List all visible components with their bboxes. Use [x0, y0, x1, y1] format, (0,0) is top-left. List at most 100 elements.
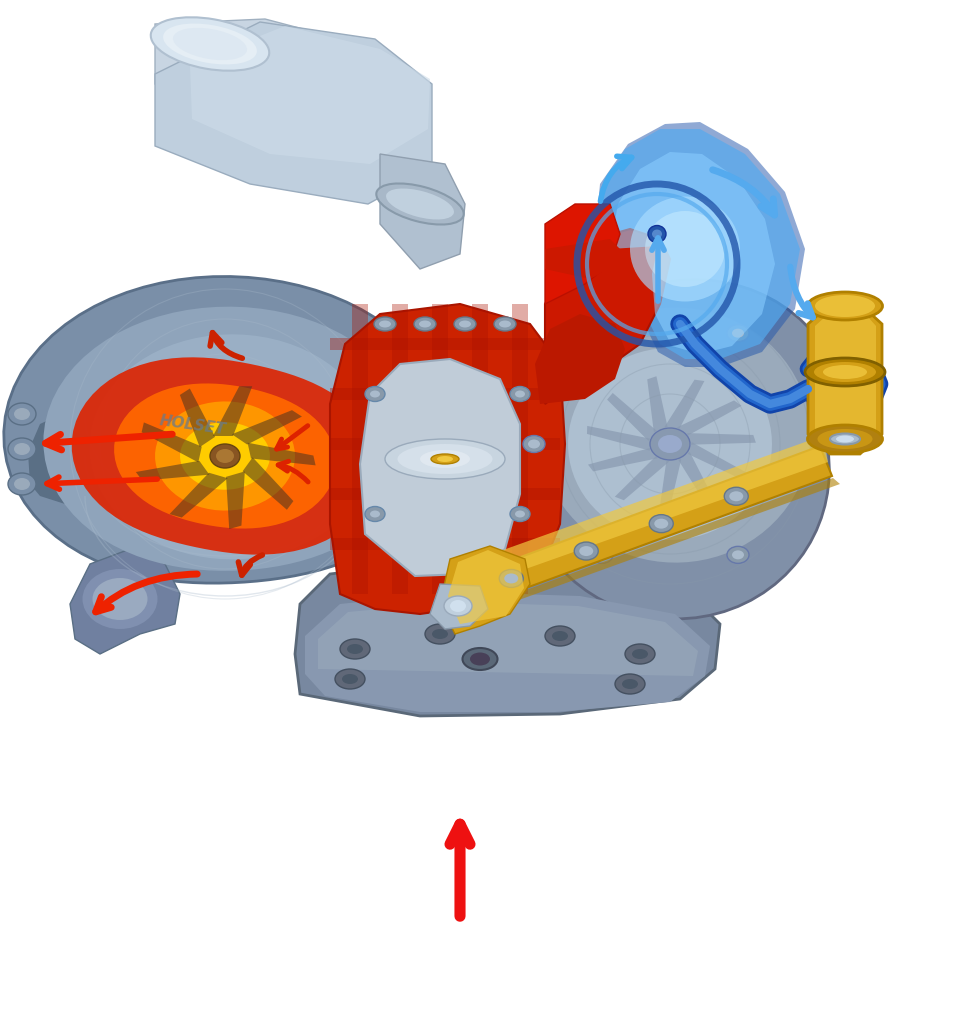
Ellipse shape [419, 321, 431, 328]
Polygon shape [380, 154, 465, 269]
Ellipse shape [8, 403, 36, 425]
Ellipse shape [459, 321, 471, 328]
Polygon shape [4, 276, 447, 583]
Polygon shape [512, 304, 528, 594]
Ellipse shape [515, 511, 525, 517]
Ellipse shape [815, 295, 875, 317]
Ellipse shape [83, 569, 157, 629]
Ellipse shape [470, 652, 490, 666]
Ellipse shape [420, 450, 470, 468]
Ellipse shape [648, 225, 666, 243]
Ellipse shape [515, 390, 525, 397]
Ellipse shape [335, 669, 365, 689]
Polygon shape [455, 478, 840, 622]
Polygon shape [18, 384, 130, 506]
Polygon shape [815, 308, 876, 450]
Ellipse shape [454, 317, 476, 331]
Ellipse shape [379, 321, 391, 328]
Polygon shape [318, 602, 698, 676]
Ellipse shape [632, 649, 648, 659]
Polygon shape [330, 304, 565, 614]
Ellipse shape [386, 188, 454, 219]
Polygon shape [392, 304, 408, 594]
Ellipse shape [494, 317, 516, 331]
Polygon shape [430, 584, 488, 629]
Polygon shape [519, 280, 847, 618]
Polygon shape [808, 304, 882, 454]
Ellipse shape [652, 229, 662, 239]
Polygon shape [330, 438, 560, 450]
Polygon shape [190, 26, 430, 164]
Polygon shape [595, 122, 805, 367]
Polygon shape [248, 442, 316, 465]
Polygon shape [472, 304, 488, 594]
Polygon shape [595, 129, 800, 359]
Polygon shape [535, 314, 625, 404]
Polygon shape [545, 204, 620, 304]
Polygon shape [677, 400, 741, 435]
Text: HOLSET: HOLSET [158, 413, 227, 437]
Ellipse shape [807, 425, 882, 453]
Ellipse shape [504, 573, 518, 584]
Ellipse shape [805, 358, 885, 386]
Ellipse shape [163, 24, 257, 65]
Ellipse shape [432, 629, 448, 639]
Ellipse shape [376, 183, 464, 224]
Polygon shape [70, 549, 180, 654]
Polygon shape [687, 433, 756, 444]
Ellipse shape [727, 325, 749, 342]
Ellipse shape [437, 456, 453, 462]
Ellipse shape [807, 292, 882, 319]
Ellipse shape [545, 626, 575, 646]
Ellipse shape [216, 449, 234, 463]
Polygon shape [170, 473, 228, 517]
Ellipse shape [596, 329, 608, 338]
Polygon shape [450, 436, 828, 594]
Ellipse shape [92, 578, 148, 620]
Polygon shape [89, 334, 375, 559]
Polygon shape [614, 457, 669, 501]
Polygon shape [448, 446, 832, 614]
Ellipse shape [724, 487, 748, 505]
Polygon shape [647, 376, 667, 432]
Ellipse shape [823, 365, 867, 379]
Polygon shape [180, 388, 215, 447]
Ellipse shape [579, 546, 593, 556]
Ellipse shape [732, 550, 744, 559]
Polygon shape [114, 383, 336, 528]
Ellipse shape [173, 28, 247, 60]
Polygon shape [545, 229, 670, 404]
Ellipse shape [552, 631, 568, 641]
Ellipse shape [414, 317, 436, 331]
Ellipse shape [649, 515, 673, 532]
Polygon shape [43, 306, 415, 570]
Polygon shape [360, 359, 520, 575]
Ellipse shape [730, 492, 743, 502]
Polygon shape [226, 471, 245, 529]
Ellipse shape [340, 639, 370, 659]
Polygon shape [330, 388, 560, 400]
Polygon shape [664, 380, 705, 429]
Ellipse shape [630, 197, 740, 301]
Ellipse shape [14, 478, 30, 490]
Polygon shape [432, 304, 448, 594]
Polygon shape [243, 458, 294, 510]
Polygon shape [448, 550, 524, 624]
Polygon shape [587, 426, 650, 451]
Ellipse shape [14, 408, 30, 420]
Polygon shape [540, 307, 810, 562]
Ellipse shape [615, 674, 645, 694]
Ellipse shape [499, 569, 523, 588]
Ellipse shape [732, 329, 744, 338]
Ellipse shape [591, 325, 613, 342]
Ellipse shape [658, 435, 682, 453]
Ellipse shape [8, 473, 36, 495]
Ellipse shape [425, 624, 455, 644]
Polygon shape [588, 449, 658, 471]
Ellipse shape [818, 429, 873, 449]
Ellipse shape [510, 507, 530, 521]
Ellipse shape [528, 439, 540, 449]
Ellipse shape [830, 433, 860, 444]
Polygon shape [136, 461, 209, 480]
Polygon shape [232, 411, 302, 444]
